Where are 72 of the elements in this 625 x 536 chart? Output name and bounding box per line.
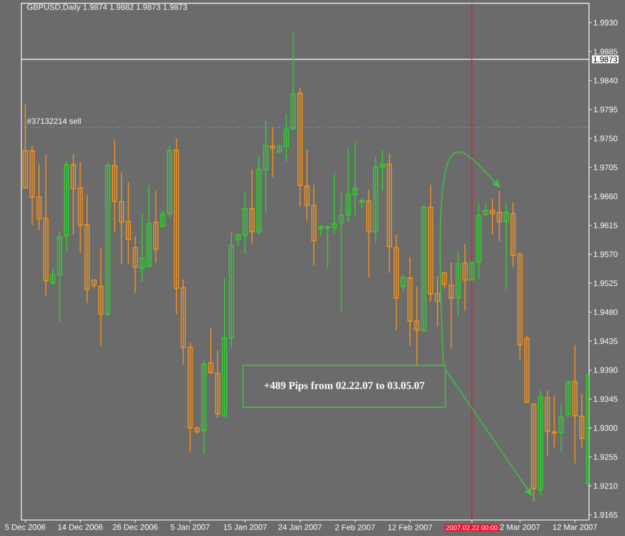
candlestick (394, 234, 399, 331)
candlestick (456, 250, 461, 317)
y-tick-label: 1.9210 (594, 483, 618, 489)
y-tick-label: 1.9480 (594, 309, 618, 316)
y-tick-label: 1.9390 (594, 367, 618, 373)
candlestick (132, 236, 138, 294)
x-tick-label: 15 Jan 2007 (224, 524, 267, 530)
candlestick (386, 152, 392, 274)
chart-title: GBPUSD,Daily 1.9874 1.9882 1.9873 1.9873 (27, 4, 187, 12)
y-tick-label: 1.9795 (594, 106, 618, 112)
candlestick (462, 243, 468, 312)
y-tick-label: 1.9660 (594, 194, 618, 200)
ref-line-label: 1.9873 (594, 56, 618, 62)
candlestick (105, 161, 110, 317)
candlestick (538, 390, 544, 496)
x-tick-label: 2 Feb 2007 (335, 524, 375, 530)
candlestick (112, 140, 118, 233)
x-tick-label: 12 Feb 2007 (388, 524, 432, 530)
x-tick-label: 2 Mar 2007 (500, 524, 540, 530)
candlestick (146, 184, 152, 268)
x-tick-label: 26 Dec 2006 (112, 524, 158, 530)
candlestick (153, 190, 158, 264)
y-tick-label: 1.9705 (594, 164, 618, 170)
candlestick (359, 198, 365, 210)
ref-line-label: #37132214 sell (26, 118, 81, 124)
candlestick (366, 189, 372, 278)
candlestick (400, 274, 406, 292)
candlestick (64, 161, 70, 252)
candlestick (558, 403, 564, 452)
y-tick-label: 1.9570 (594, 251, 618, 258)
candlestick (298, 87, 303, 208)
candlestick (215, 350, 220, 418)
x-tick-label: 5 Dec 2006 (5, 524, 46, 530)
candlestick (228, 231, 234, 348)
candlestick (434, 276, 440, 327)
candlestick (552, 394, 557, 448)
y-tick-label: 1.9885 (594, 48, 618, 54)
candlestick (98, 247, 104, 346)
candlestick (544, 390, 550, 457)
candlestick (139, 214, 145, 282)
y-tick-label: 1.9345 (594, 396, 618, 402)
y-tick-label: 1.9615 (594, 222, 618, 228)
candlestick (428, 184, 434, 302)
candlestick (407, 256, 413, 346)
y-tick-label: 1.9840 (594, 78, 618, 84)
candlestick (249, 168, 255, 244)
candlestick (510, 202, 516, 268)
candlestick (531, 403, 536, 502)
candlestick (43, 154, 48, 296)
candlestick (414, 286, 420, 366)
candlestick (565, 381, 571, 418)
candlestick (201, 359, 207, 454)
candlestick (208, 328, 214, 374)
candlestick (421, 204, 426, 332)
x-tick-label: 24 Jan 2007 (278, 524, 322, 530)
y-tick-label: 1.9930 (594, 20, 618, 26)
y-tick-label: 1.9525 (594, 280, 618, 286)
x-tick-label: 12 Mar 2007 (553, 524, 597, 530)
x-tick-label: 5 Jan 2007 (170, 524, 210, 530)
candlestick (270, 126, 276, 178)
y-tick-label: 1.9255 (594, 454, 618, 460)
candlestick (91, 278, 97, 289)
candlestick (483, 202, 488, 216)
annotation: +489 Pips from 02.22.07 to 03.05.07 (264, 381, 424, 392)
y-tick-label: 1.9300 (594, 425, 618, 431)
y-tick-label: 1.9165 (594, 512, 618, 518)
y-tick-label: 1.9750 (594, 136, 618, 142)
y-tick-label: 1.9435 (594, 338, 618, 344)
candlestick (332, 172, 338, 235)
candlestick (504, 202, 509, 290)
x-tick-label: 14 Dec 2006 (58, 524, 103, 530)
candlestick (222, 278, 228, 418)
